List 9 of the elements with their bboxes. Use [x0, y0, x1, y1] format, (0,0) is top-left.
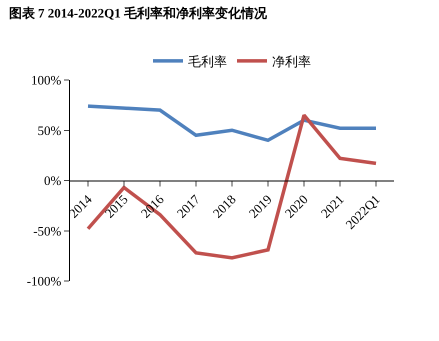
- legend-label: 毛利率: [188, 54, 227, 70]
- y-tick-label: -100%: [26, 274, 62, 289]
- y-tick-label: -50%: [33, 223, 62, 238]
- legend-label: 净利率: [272, 54, 311, 70]
- chart-title: 图表 7 2014-2022Q1 毛利率和净利率变化情况: [8, 6, 268, 21]
- y-tick-label: 100%: [31, 72, 62, 88]
- y-tick-label: 50%: [38, 122, 62, 138]
- line-series: [86, 104, 378, 142]
- y-tick-label: 0%: [44, 173, 62, 188]
